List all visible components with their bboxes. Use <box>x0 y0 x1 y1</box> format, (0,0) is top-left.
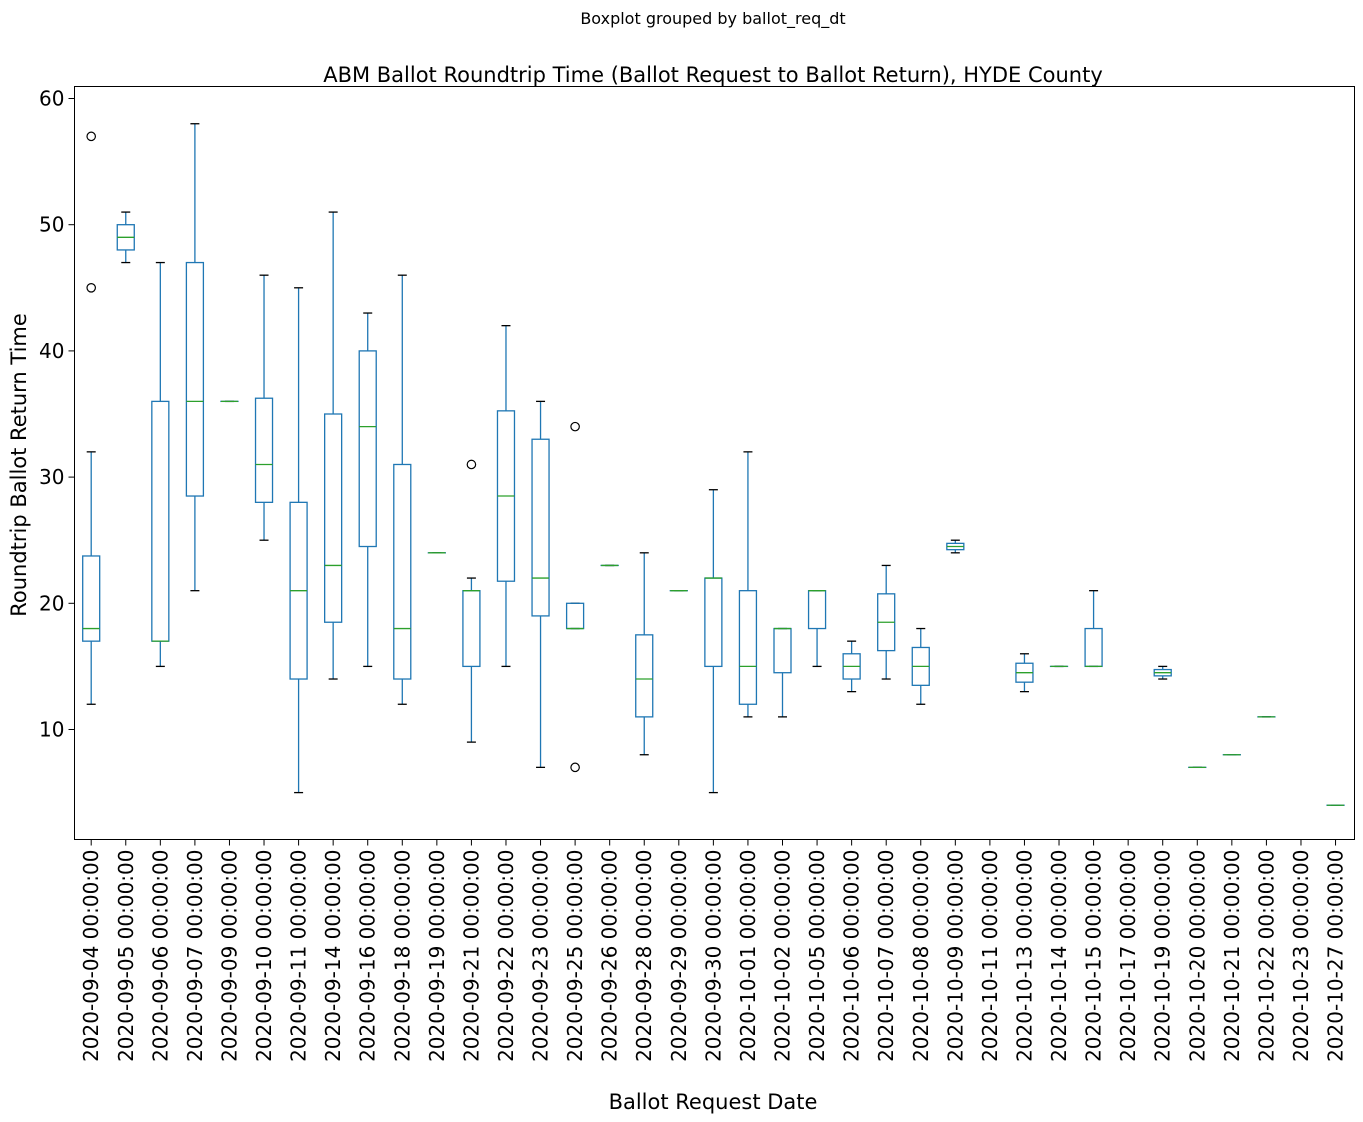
box-iqr <box>773 627 792 674</box>
box-outlier-point <box>86 282 96 293</box>
chart-suptitle: Boxplot grouped by ballot_req_dt <box>580 9 845 29</box>
axes-frame <box>74 86 1355 840</box>
x-tick-label: 2020-10-17 00:00:00 <box>1116 850 1140 1062</box>
box-iqr <box>393 463 412 680</box>
x-tick-label: 2020-10-19 00:00:00 <box>1151 850 1175 1062</box>
x-tick-label: 2020-09-30 00:00:00 <box>701 850 725 1062</box>
x-tick-label: 2020-10-11 00:00:00 <box>978 850 1002 1062</box>
x-tick-label: 2020-09-07 00:00:00 <box>183 850 207 1062</box>
x-tick-label: 2020-09-05 00:00:00 <box>114 850 138 1062</box>
x-tick-label: 2020-09-29 00:00:00 <box>667 850 691 1062</box>
box-outlier-point <box>570 421 580 432</box>
box-iqr <box>531 438 550 617</box>
y-axis-label: Roundtrip Ballot Return Time <box>7 313 31 617</box>
y-tick-label: 30 <box>39 465 64 489</box>
x-tick-label: 2020-10-02 00:00:00 <box>771 850 795 1062</box>
box-iqr <box>738 590 758 705</box>
box-outlier-point <box>466 459 477 470</box>
x-tick-label: 2020-10-05 00:00:00 <box>805 850 829 1062</box>
x-tick-label: 2020-10-14 00:00:00 <box>1047 850 1071 1062</box>
x-tick-label: 2020-09-25 00:00:00 <box>563 850 587 1062</box>
chart-title: ABM Ballot Roundtrip Time (Ballot Reques… <box>323 63 1103 87</box>
box-iqr <box>635 634 654 718</box>
x-tick-label: 2020-09-06 00:00:00 <box>148 850 172 1062</box>
x-tick-label: 2020-09-28 00:00:00 <box>632 850 656 1062</box>
x-tick-label: 2020-09-14 00:00:00 <box>321 850 345 1062</box>
x-tick-label: 2020-09-18 00:00:00 <box>390 850 414 1062</box>
y-tick-label: 10 <box>39 718 64 742</box>
box-iqr <box>358 350 377 548</box>
x-tick-label: 2020-09-09 00:00:00 <box>217 850 241 1062</box>
x-tick-label: 2020-10-01 00:00:00 <box>736 850 760 1062</box>
y-tick-label: 50 <box>39 213 64 237</box>
x-tick-label: 2020-09-22 00:00:00 <box>494 850 518 1062</box>
x-tick-label: 2020-10-20 00:00:00 <box>1185 850 1209 1062</box>
x-tick-label: 2020-09-19 00:00:00 <box>425 850 449 1062</box>
y-tick-label: 20 <box>39 591 64 615</box>
box-iqr <box>254 397 274 503</box>
x-tick-label: 2020-09-21 00:00:00 <box>459 850 483 1062</box>
x-tick-label: 2020-10-13 00:00:00 <box>1012 850 1036 1062</box>
x-tick-label: 2020-10-23 00:00:00 <box>1289 850 1313 1062</box>
x-tick-label: 2020-10-08 00:00:00 <box>909 850 933 1062</box>
x-axis-label: Ballot Request Date <box>609 1090 818 1114</box>
box-iqr <box>704 577 723 668</box>
x-tick-label: 2020-09-23 00:00:00 <box>529 850 553 1062</box>
x-tick-label: 2020-10-07 00:00:00 <box>874 850 898 1062</box>
x-tick-label: 2020-10-06 00:00:00 <box>840 850 864 1062</box>
x-tick-label: 2020-09-10 00:00:00 <box>252 850 276 1062</box>
x-tick-label: 2020-09-26 00:00:00 <box>598 850 622 1062</box>
x-tick-label: 2020-09-04 00:00:00 <box>79 850 103 1062</box>
box-iqr <box>807 590 827 630</box>
box-iqr <box>565 602 585 630</box>
box-iqr <box>1084 627 1103 668</box>
x-tick-label: 2020-10-27 00:00:00 <box>1324 850 1348 1062</box>
box-iqr <box>185 261 205 497</box>
plot-area: 10 20 30 40 50 60 2020-09-04 00:00:00 2020-09-0… <box>39 87 1347 1062</box>
x-tick-label: 2020-09-16 00:00:00 <box>356 850 380 1062</box>
y-tick-label: 60 <box>39 87 64 111</box>
box-iqr <box>151 400 170 642</box>
box-outlier-point <box>570 762 580 773</box>
box-outlier-point <box>86 131 96 142</box>
box-iqr <box>324 413 343 623</box>
y-tick-label: 40 <box>39 339 64 363</box>
x-tick-label: 2020-10-22 00:00:00 <box>1254 850 1278 1062</box>
x-tick-label: 2020-09-11 00:00:00 <box>287 850 311 1062</box>
x-tick-label: 2020-10-15 00:00:00 <box>1082 850 1106 1062</box>
x-tick-label: 2020-10-09 00:00:00 <box>943 850 967 1062</box>
x-tick-label: 2020-10-21 00:00:00 <box>1220 850 1244 1062</box>
box-iqr <box>82 555 101 642</box>
box-iqr <box>462 590 481 668</box>
